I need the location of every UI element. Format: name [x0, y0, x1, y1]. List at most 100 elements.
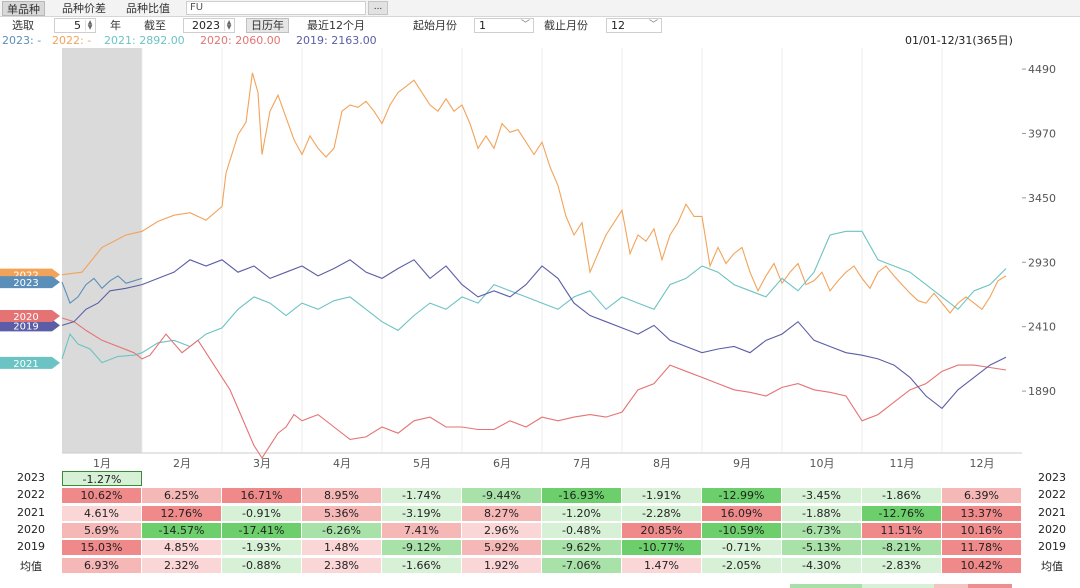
table-cell [942, 471, 1022, 486]
table-cell: -9.12% [382, 540, 462, 556]
x-tick-label: 3月 [253, 457, 271, 470]
table-cell [222, 471, 302, 486]
legend-2022: 2022: - [52, 34, 92, 47]
start-month-value: 1 [479, 19, 486, 32]
product-code-input[interactable]: FU [186, 1, 366, 15]
tab-product-ratio[interactable]: 品种比值 [126, 2, 170, 15]
series-tag-2019 [0, 319, 60, 332]
top-tab-bar: 单品种 品种价差 品种比值 FU ... [0, 0, 1080, 17]
table-cell [462, 471, 542, 486]
row-label-right: 2022 [1038, 488, 1066, 502]
end-year-stepper[interactable]: 2023 ▲ ▼ [183, 18, 235, 33]
series-tag-label: 2019 [13, 321, 38, 332]
calendar-year-button[interactable]: 日历年 [246, 18, 289, 33]
table-cell: -3.45% [782, 488, 862, 504]
table-cell: -17.41% [222, 522, 302, 538]
table-cell: -2.05% [702, 557, 782, 573]
years-unit-label: 年 [110, 19, 121, 32]
series-tag-label: 2021 [13, 359, 38, 370]
start-month-select[interactable]: 1 ﹀ [474, 18, 534, 33]
table-cell: 5.92% [462, 540, 542, 556]
table-cell: -1.91% [622, 488, 702, 504]
table-cell: 10.16% [942, 522, 1022, 538]
end-month-select[interactable]: 12 ﹀ [606, 18, 662, 33]
table-cell: 10.42% [942, 557, 1022, 573]
table-cell: 1.92% [462, 557, 542, 573]
stepper-arrows-icon[interactable]: ▲ ▼ [85, 20, 94, 31]
x-tick-label: 5月 [413, 457, 431, 470]
legend-2023: 2023: - [2, 34, 42, 47]
end-year-value: 2023 [192, 19, 220, 32]
table-cell: 7.41% [382, 522, 462, 538]
table-cell: -1.20% [542, 505, 622, 521]
y-tick-label: 3970 [1028, 127, 1056, 140]
series-line-2021 [61, 230, 1007, 364]
table-cell: 4.85% [142, 540, 222, 556]
row-label: 均值 [20, 559, 42, 573]
x-tick-label: 6月 [493, 457, 511, 470]
years-stepper[interactable]: 5 ▲ ▼ [54, 18, 96, 33]
seasonal-line-chart: 4490 3970 3450 2930 2410 1890 1月 2月 3月 4月 5月 6月 7月 8月… [0, 48, 1056, 470]
table-cell: 12.76% [142, 505, 222, 521]
more-button[interactable]: ... [368, 1, 388, 15]
series-tag-2023 [0, 276, 60, 289]
row-label: 2019 [17, 540, 45, 554]
table-cell: -1.74% [382, 488, 462, 504]
y-tick-label: 4490 [1028, 63, 1056, 76]
series-tag-label: 2023 [13, 278, 38, 289]
series-line-2022 [61, 72, 1007, 314]
table-cell [302, 471, 382, 486]
row-label-right: 2019 [1038, 540, 1066, 554]
table-cell: 2.38% [302, 557, 382, 573]
x-tick-label: 7月 [573, 457, 591, 470]
table-cell: -8.21% [862, 540, 942, 556]
years-value: 5 [74, 19, 81, 32]
table-cell: -0.88% [222, 557, 302, 573]
control-bar: 选取 5 ▲ ▼ 年 截至 2023 ▲ ▼ 日历年 最近12个月 起始月份 1 ﹀… [0, 17, 1080, 34]
table-cell: -2.83% [862, 557, 942, 573]
chevron-down-icon: ﹀ [520, 20, 530, 30]
end-label: 截至 [144, 19, 166, 32]
table-cell: -1.86% [862, 488, 942, 504]
chevron-down-icon: ﹀ [648, 20, 658, 30]
end-month-value: 12 [611, 19, 625, 32]
table-cell: -1.66% [382, 557, 462, 573]
table-cell [622, 471, 702, 486]
table-cell: 20.85% [622, 522, 702, 538]
legend-2021: 2021: 2892.00 [104, 34, 185, 47]
series-tag-2021 [0, 356, 60, 369]
table-cell: -0.71% [702, 540, 782, 556]
y-tick-label: 2410 [1028, 321, 1056, 334]
table-cell: 1.47% [622, 557, 702, 573]
table-cell: -9.62% [542, 540, 622, 556]
table-cell [382, 471, 462, 486]
table-cell: -10.59% [702, 522, 782, 538]
table-cell: 6.25% [142, 488, 222, 504]
table-cell: 4.61% [62, 505, 142, 521]
table-cell: 13.37% [942, 505, 1022, 521]
table-cell: 2.32% [142, 557, 222, 573]
table-cell: -16.93% [542, 488, 622, 504]
table-cell: -14.57% [142, 522, 222, 538]
row-label-right: 2023 [1038, 471, 1066, 484]
table-cell: 6.39% [942, 488, 1022, 504]
select-label: 选取 [12, 19, 34, 32]
table-cell: -3.19% [382, 505, 462, 521]
legend-2019: 2019: 2163.00 [296, 34, 377, 47]
stepper-arrows-icon[interactable]: ▲ ▼ [224, 20, 233, 31]
series-tag-2020 [0, 310, 60, 322]
table-cell: 16.09% [702, 505, 782, 521]
series-line-2019 [61, 259, 1007, 410]
table-cell: -12.99% [702, 488, 782, 504]
tab-single-product[interactable]: 单品种 [2, 1, 45, 16]
table-cell: 10.62% [62, 488, 142, 504]
tab-product-spread[interactable]: 品种价差 [62, 2, 106, 15]
table-cell: -7.06% [542, 557, 622, 573]
table-cell [782, 471, 862, 486]
row-label-right: 均值 [1041, 559, 1063, 573]
table-cell: -0.48% [542, 522, 622, 538]
x-tick-label: 4月 [333, 457, 351, 470]
table-cell: 11.78% [942, 540, 1022, 556]
row-label: 2022 [17, 488, 45, 502]
recent-12-months-button[interactable]: 最近12个月 [307, 19, 365, 32]
